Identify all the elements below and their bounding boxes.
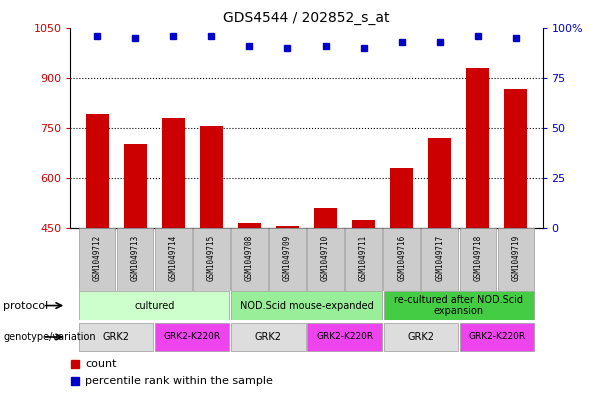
Text: GRK2: GRK2: [407, 332, 434, 342]
Text: GSM1049708: GSM1049708: [245, 235, 254, 281]
Bar: [384, 292, 534, 320]
Bar: [460, 323, 534, 351]
Bar: [231, 323, 305, 351]
Bar: [460, 228, 496, 291]
Bar: [200, 126, 223, 228]
Bar: [345, 228, 382, 291]
Text: GSM1049717: GSM1049717: [435, 235, 444, 281]
Text: GRK2-K220R: GRK2-K220R: [316, 332, 373, 342]
Bar: [231, 228, 268, 291]
Bar: [162, 118, 185, 228]
Text: cultured: cultured: [134, 301, 175, 310]
Bar: [422, 228, 458, 291]
Bar: [498, 228, 534, 291]
Bar: [79, 228, 115, 291]
Bar: [276, 226, 299, 228]
Bar: [193, 228, 230, 291]
Bar: [117, 228, 153, 291]
Text: count: count: [85, 358, 117, 369]
Bar: [307, 228, 344, 291]
Bar: [314, 208, 337, 228]
Text: re-cultured after NOD.Scid
expansion: re-cultured after NOD.Scid expansion: [394, 295, 524, 316]
Text: GSM1049715: GSM1049715: [207, 235, 216, 281]
Bar: [79, 292, 229, 320]
Bar: [155, 228, 191, 291]
Bar: [308, 323, 382, 351]
Text: GRK2: GRK2: [102, 332, 130, 342]
Bar: [155, 323, 229, 351]
Bar: [269, 228, 306, 291]
Bar: [390, 168, 413, 228]
Text: GSM1049712: GSM1049712: [93, 235, 102, 281]
Text: GSM1049710: GSM1049710: [321, 235, 330, 281]
Bar: [86, 114, 109, 228]
Bar: [428, 138, 451, 228]
Text: genotype/variation: genotype/variation: [3, 332, 96, 342]
Text: NOD.Scid mouse-expanded: NOD.Scid mouse-expanded: [240, 301, 373, 310]
Bar: [231, 292, 382, 320]
Text: GSM1049713: GSM1049713: [131, 235, 140, 281]
Text: GSM1049718: GSM1049718: [473, 235, 482, 281]
Text: GSM1049711: GSM1049711: [359, 235, 368, 281]
Bar: [238, 223, 261, 228]
Text: GRK2-K220R: GRK2-K220R: [164, 332, 221, 342]
Bar: [384, 323, 458, 351]
Title: GDS4544 / 202852_s_at: GDS4544 / 202852_s_at: [223, 11, 390, 25]
Text: GSM1049719: GSM1049719: [511, 235, 520, 281]
Bar: [383, 228, 420, 291]
Text: GRK2-K220R: GRK2-K220R: [468, 332, 525, 342]
Text: protocol: protocol: [3, 301, 48, 310]
Bar: [352, 220, 375, 228]
Text: GSM1049709: GSM1049709: [283, 235, 292, 281]
Text: percentile rank within the sample: percentile rank within the sample: [85, 376, 273, 386]
Bar: [79, 323, 153, 351]
Bar: [504, 89, 527, 228]
Text: GRK2: GRK2: [255, 332, 282, 342]
Text: GSM1049716: GSM1049716: [397, 235, 406, 281]
Bar: [466, 68, 489, 228]
Bar: [124, 144, 147, 228]
Text: GSM1049714: GSM1049714: [169, 235, 178, 281]
